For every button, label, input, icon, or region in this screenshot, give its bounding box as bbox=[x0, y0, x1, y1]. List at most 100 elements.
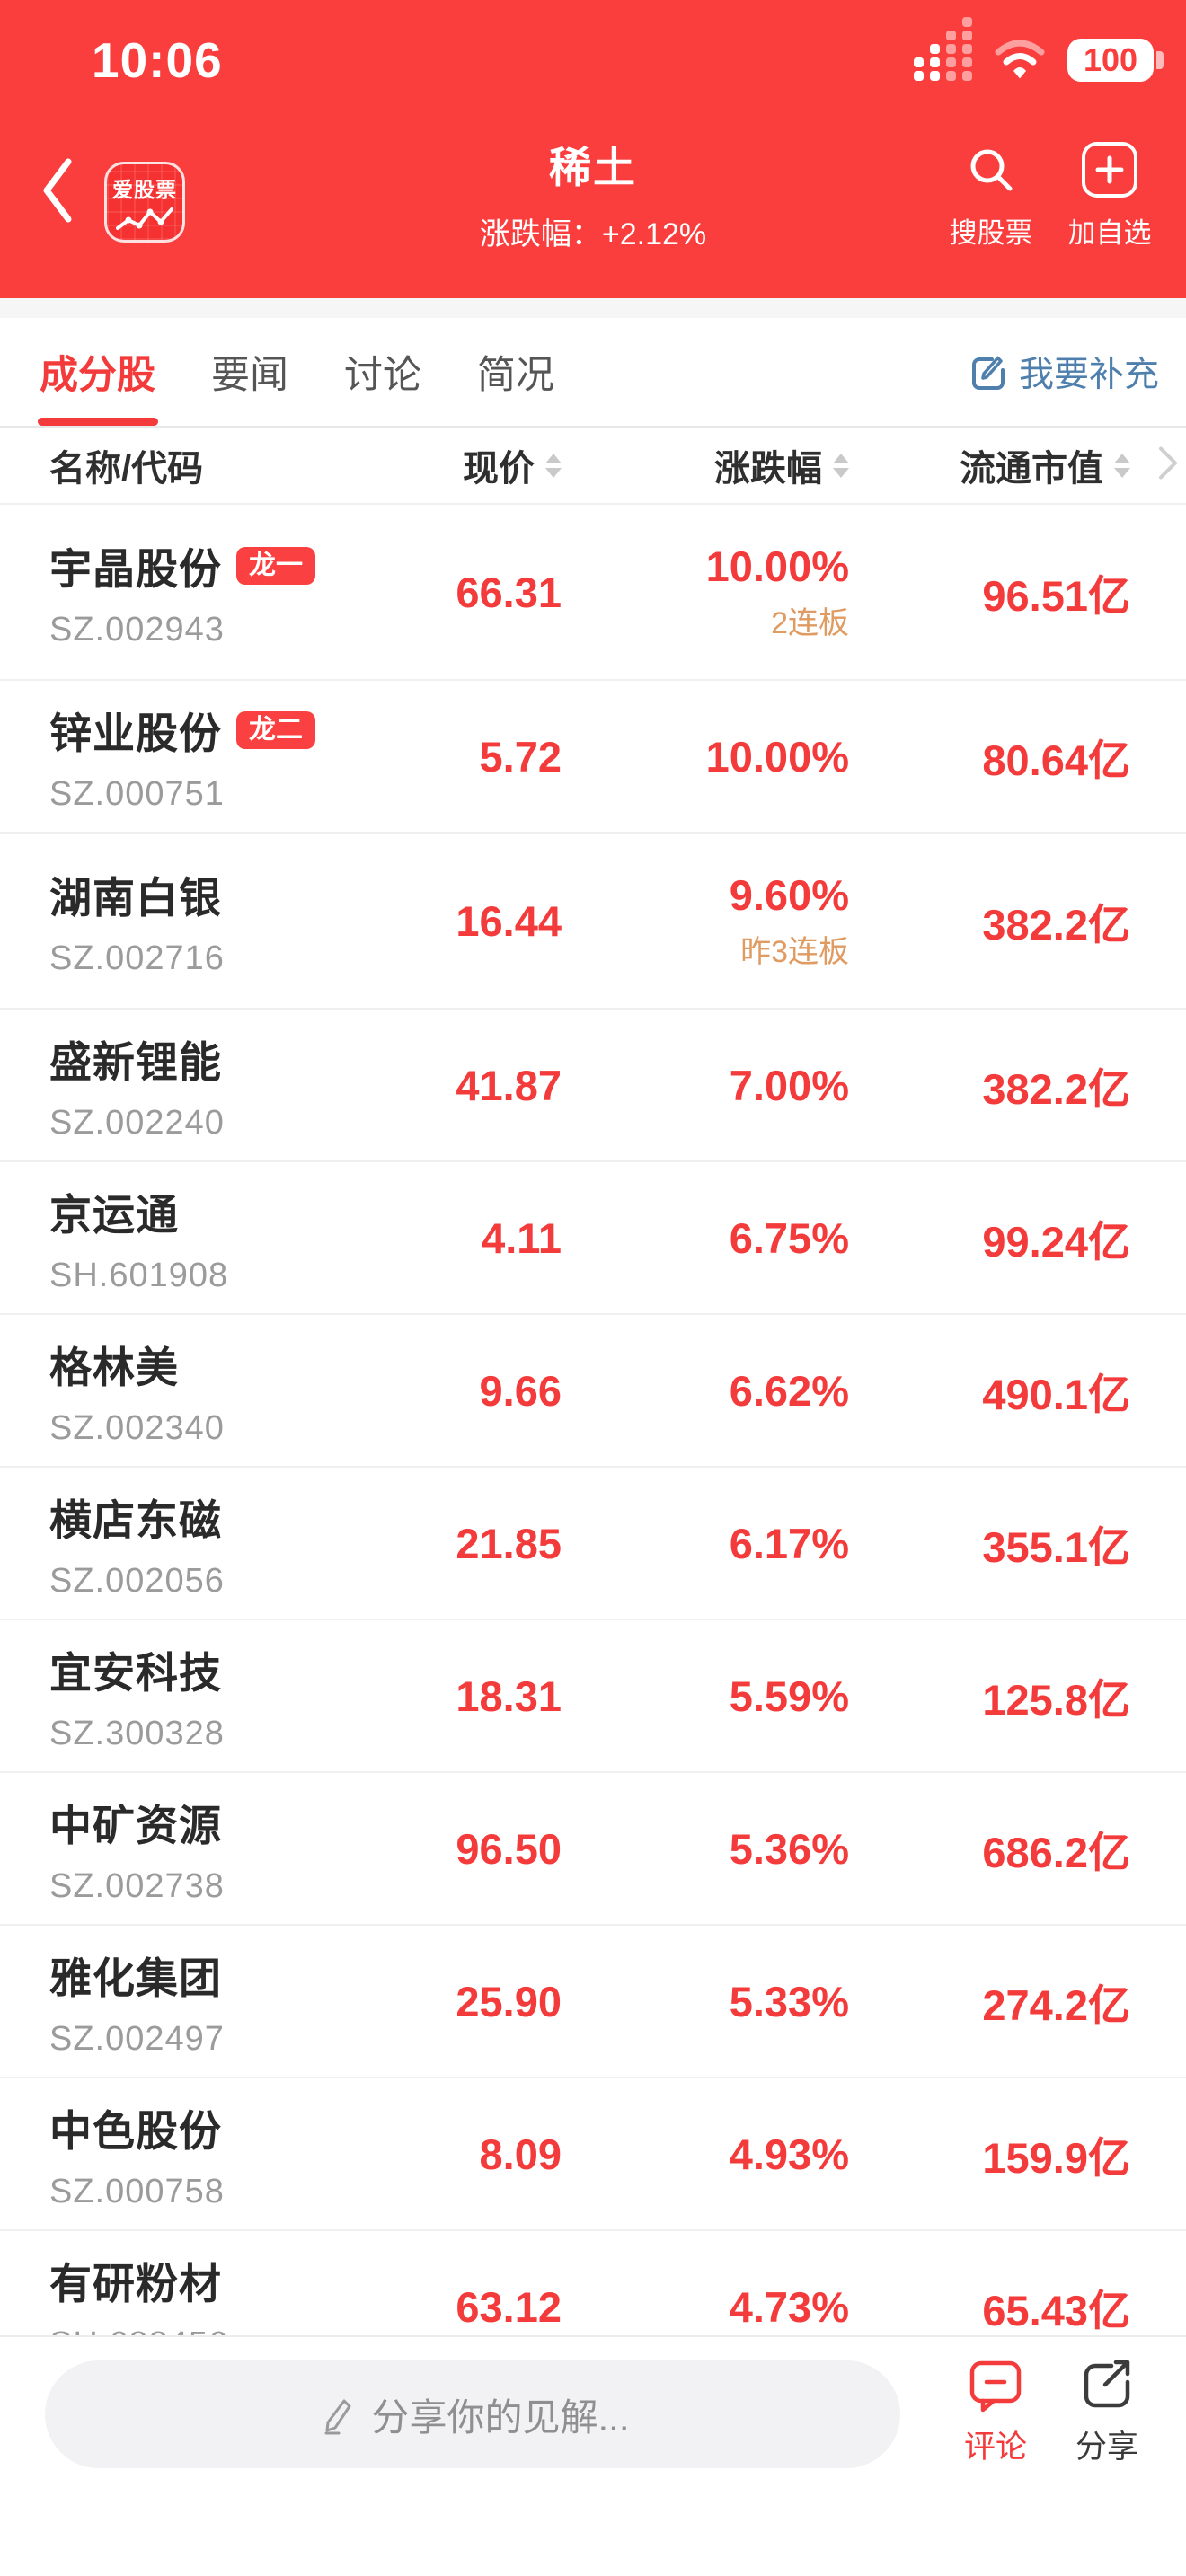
header-change-sort[interactable]: 涨跌幅 bbox=[562, 439, 849, 491]
battery-percent: 100 bbox=[1083, 41, 1138, 78]
stock-code: SH.601908 bbox=[49, 1257, 229, 1294]
stock-change-percent: 9.60% bbox=[729, 871, 849, 919]
stock-code: SZ.000758 bbox=[49, 2173, 225, 2210]
tab-components[interactable]: 成分股 bbox=[38, 318, 157, 426]
stock-name: 宇晶股份 bbox=[49, 545, 222, 593]
comment-label: 评论 bbox=[963, 2430, 1027, 2465]
sort-arrows-icon bbox=[1114, 453, 1130, 478]
stock-price: 21.85 bbox=[456, 1519, 562, 1567]
stock-code: SZ.000751 bbox=[49, 775, 225, 813]
sector-change-subtitle: 涨跌幅：+2.12% bbox=[479, 217, 707, 251]
stock-price: 63.12 bbox=[456, 2282, 562, 2331]
stock-code: SZ.002340 bbox=[49, 1409, 225, 1447]
stock-change-percent: 4.93% bbox=[729, 2130, 849, 2178]
add-watchlist-button[interactable]: 加自选 bbox=[1057, 140, 1163, 251]
search-stock-button[interactable]: 搜股票 bbox=[938, 140, 1044, 251]
nav-actions: 搜股票 加自选 bbox=[938, 140, 1163, 251]
stock-market-cap: 382.2亿 bbox=[982, 900, 1130, 948]
stock-row[interactable]: 锌业股份 龙二 SZ.000751 5.72 10.00% 80.64亿 bbox=[0, 681, 1186, 834]
scroll-right-chevron-icon[interactable] bbox=[1157, 446, 1179, 486]
stock-price: 16.44 bbox=[456, 896, 562, 945]
stock-name: 盛新锂能 bbox=[49, 1038, 222, 1086]
stock-change-percent: 5.59% bbox=[729, 1672, 849, 1720]
stock-market-cap: 686.2亿 bbox=[982, 1828, 1130, 1876]
stock-change-percent: 7.00% bbox=[729, 1061, 849, 1109]
bottom-bar: 分享你的见解... 评论 分享 bbox=[0, 2335, 1186, 2576]
stock-change-percent: 10.00% bbox=[705, 543, 849, 590]
stock-row[interactable]: 宜安科技 SZ.300328 18.31 5.59% 125.8亿 bbox=[0, 1620, 1186, 1773]
stock-name: 雅化集团 bbox=[49, 1954, 222, 2002]
share-button[interactable]: 分享 bbox=[1062, 2357, 1152, 2467]
sort-arrows-icon bbox=[833, 453, 849, 478]
stock-code: SZ.300328 bbox=[49, 1715, 225, 1752]
stock-row[interactable]: 中色股份 SZ.000758 8.09 4.93% 159.9亿 bbox=[0, 2078, 1186, 2231]
header-name-code: 名称/代码 bbox=[49, 449, 204, 489]
table-header: 名称/代码 现价 涨跌幅 流通市值 bbox=[0, 428, 1186, 505]
cellular-signal-icon bbox=[914, 17, 972, 81]
stock-change-percent: 5.33% bbox=[729, 1977, 849, 2025]
stock-market-cap: 382.2亿 bbox=[982, 1064, 1130, 1113]
stock-market-cap: 96.51亿 bbox=[982, 571, 1130, 620]
stock-row[interactable]: 京运通 SH.601908 4.11 6.75% 99.24亿 bbox=[0, 1162, 1186, 1315]
stock-price: 66.31 bbox=[456, 568, 562, 616]
leader-badge: 龙一 bbox=[236, 546, 315, 585]
edit-icon bbox=[971, 356, 1005, 390]
stock-name: 中色股份 bbox=[49, 2107, 222, 2155]
stock-market-cap: 80.64亿 bbox=[982, 736, 1130, 784]
nav-bar: 爱股票 稀土 涨跌幅：+2.12% bbox=[0, 108, 1186, 298]
stock-market-cap: 274.2亿 bbox=[982, 1981, 1130, 2029]
stock-row[interactable]: 中矿资源 SZ.002738 96.50 5.36% 686.2亿 bbox=[0, 1773, 1186, 1926]
stock-name: 湖南白银 bbox=[49, 874, 222, 922]
pen-icon bbox=[324, 2399, 351, 2435]
stock-row[interactable]: 格林美 SZ.002340 9.66 6.62% 490.1亿 bbox=[0, 1315, 1186, 1468]
stock-market-cap: 490.1亿 bbox=[982, 1370, 1130, 1418]
limit-up-streak-note: 昨3连板 bbox=[740, 935, 849, 969]
status-icons: 100 bbox=[914, 17, 1164, 84]
stock-row[interactable]: 湖南白银 SZ.002716 16.44 9.60% 昨3连板 382.2亿 bbox=[0, 834, 1186, 1010]
title-block: 稀土 涨跌幅：+2.12% bbox=[0, 133, 1186, 253]
supplement-link[interactable]: 我要补充 bbox=[969, 318, 1159, 426]
share-icon bbox=[1084, 2360, 1130, 2408]
stock-row[interactable]: 宇晶股份 龙一 SZ.002943 66.31 10.00% 2连板 96.51… bbox=[0, 505, 1186, 681]
stock-change-percent: 5.36% bbox=[729, 1824, 849, 1873]
header-price-sort[interactable]: 现价 bbox=[382, 439, 562, 491]
opinion-input[interactable]: 分享你的见解... bbox=[45, 2360, 900, 2468]
back-button[interactable] bbox=[32, 149, 83, 232]
status-bar: 10:06 100 bbox=[0, 0, 1186, 108]
stock-row[interactable]: 横店东磁 SZ.002056 21.85 6.17% 355.1亿 bbox=[0, 1468, 1186, 1620]
stock-change-percent: 4.73% bbox=[729, 2282, 849, 2331]
stock-market-cap: 159.9亿 bbox=[982, 2133, 1130, 2182]
stock-row[interactable]: 盛新锂能 SZ.002240 41.87 7.00% 382.2亿 bbox=[0, 1010, 1186, 1162]
comment-bubble-icon bbox=[969, 2360, 1022, 2413]
header-marketcap-sort[interactable]: 流通市值 bbox=[849, 439, 1130, 491]
page-title: 稀土 bbox=[549, 144, 637, 191]
stock-market-cap: 125.8亿 bbox=[982, 1675, 1130, 1724]
limit-up-streak-note: 2连板 bbox=[771, 606, 849, 640]
stock-name: 格林美 bbox=[49, 1344, 179, 1391]
stock-price: 9.66 bbox=[479, 1366, 562, 1415]
stock-price: 18.31 bbox=[456, 1672, 562, 1720]
sort-arrows-icon bbox=[545, 453, 562, 478]
stock-name: 锌业股份 bbox=[49, 710, 222, 757]
stock-market-cap: 355.1亿 bbox=[982, 1522, 1130, 1571]
leader-badge: 龙二 bbox=[236, 710, 315, 749]
stock-name: 中矿资源 bbox=[49, 1802, 222, 1849]
stock-price: 96.50 bbox=[456, 1824, 562, 1873]
tab-overview[interactable]: 简况 bbox=[477, 354, 554, 397]
search-label: 搜股票 bbox=[949, 217, 1033, 249]
stock-code: SZ.002240 bbox=[49, 1104, 225, 1142]
stock-price: 4.11 bbox=[482, 1213, 562, 1262]
comment-button[interactable]: 评论 bbox=[951, 2357, 1040, 2467]
header-divider-strip bbox=[0, 298, 1186, 318]
battery-icon: 100 bbox=[1067, 39, 1164, 82]
app-logo[interactable]: 爱股票 bbox=[104, 162, 185, 243]
supplement-label: 我要补充 bbox=[1018, 356, 1159, 394]
back-chevron-icon bbox=[43, 158, 72, 223]
wifi-icon bbox=[994, 38, 1046, 84]
logo-chart-icon bbox=[116, 207, 173, 230]
stock-price: 25.90 bbox=[456, 1977, 562, 2025]
stock-code: SZ.002738 bbox=[49, 1867, 225, 1905]
tab-news[interactable]: 要闻 bbox=[211, 354, 288, 397]
stock-row[interactable]: 雅化集团 SZ.002497 25.90 5.33% 274.2亿 bbox=[0, 1926, 1186, 2078]
tab-discussion[interactable]: 讨论 bbox=[344, 354, 421, 397]
